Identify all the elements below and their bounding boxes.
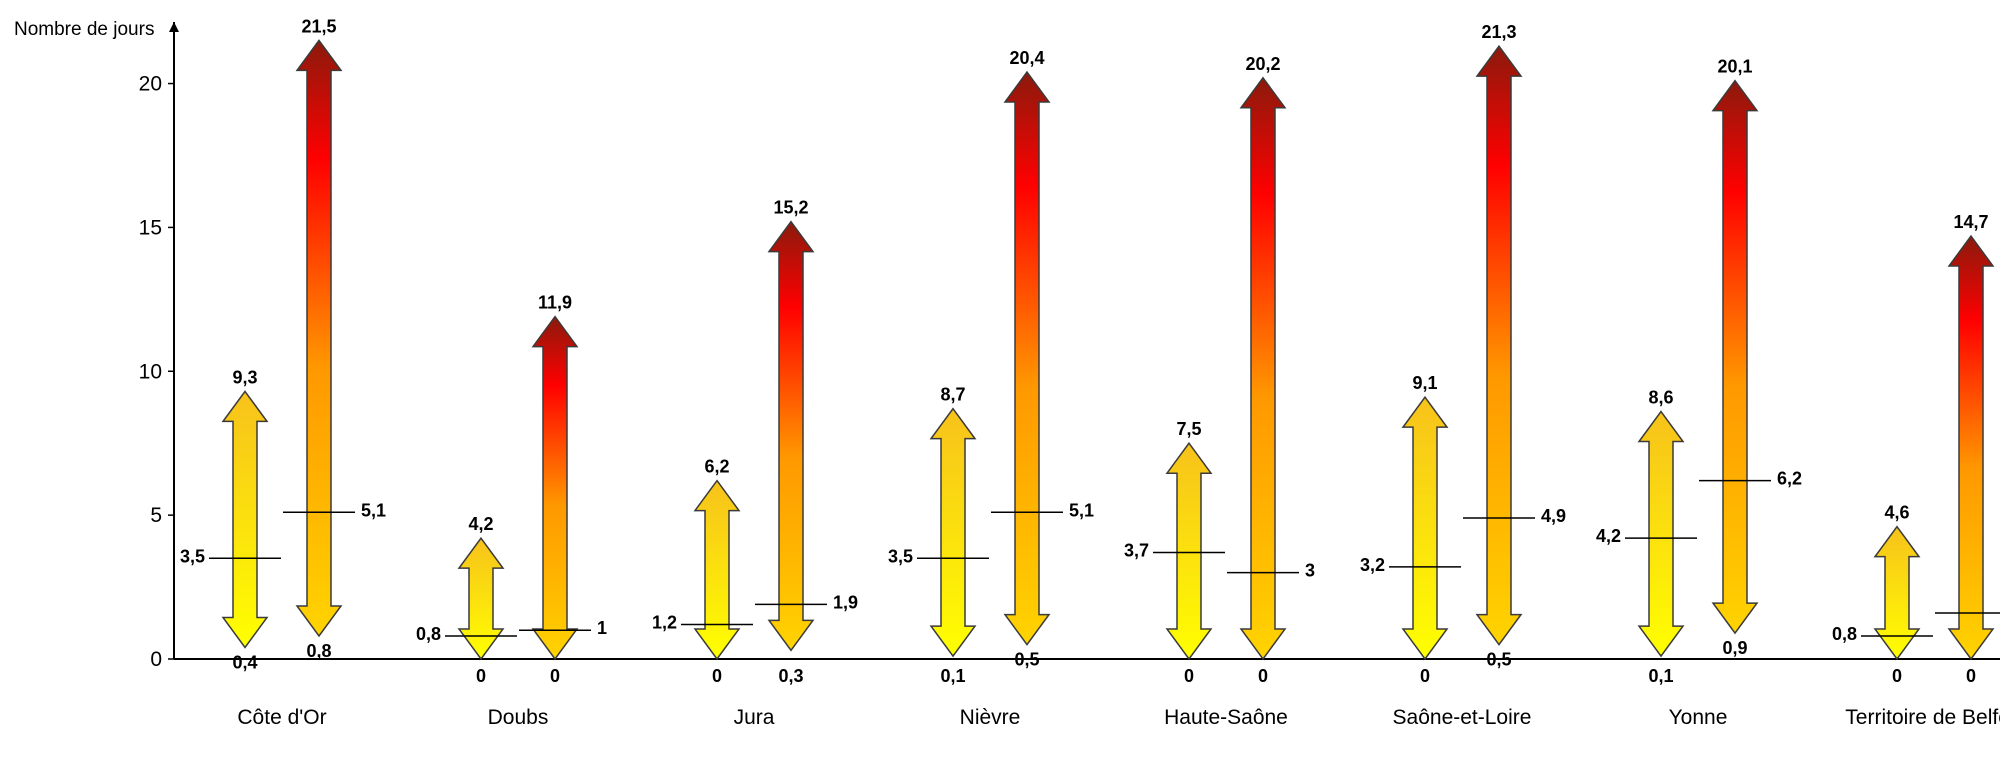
y-tick-label: 20	[139, 73, 162, 96]
min-value-label: 0	[1258, 666, 1268, 686]
bars: 9,3 0,4 3,5 21,5 0,8 5,1 4,2 0 0,8 11,9 0 1 6,2 0 1,2 1…	[180, 16, 2000, 686]
max-value-label: 7,5	[1176, 419, 1201, 439]
min-value-label: 0	[1966, 666, 1976, 686]
range-arrow	[929, 407, 977, 658]
category-label: Haute-Saône	[1164, 706, 1288, 729]
max-value-label: 9,1	[1412, 373, 1437, 393]
max-value-label: 20,1	[1717, 57, 1752, 77]
mid-value-label: 3,5	[180, 546, 205, 566]
mid-value-label: 3,7	[1124, 541, 1149, 561]
min-value-label: 0,4	[232, 652, 257, 672]
mid-value-label: 1,2	[652, 612, 677, 632]
min-value-label: 0,9	[1722, 638, 1747, 658]
category-label: Territoire de Belfort	[1845, 706, 2000, 729]
category-label: Jura	[734, 706, 775, 729]
range-arrow	[531, 315, 579, 661]
max-value-label: 9,3	[232, 367, 257, 387]
mid-value-label: 1	[597, 618, 607, 638]
mid-value-label: 4,2	[1596, 526, 1621, 546]
category-label: Yonne	[1669, 706, 1728, 729]
max-value-label: 20,4	[1009, 48, 1044, 68]
min-value-label: 0,5	[1014, 650, 1039, 670]
min-value-label: 0	[550, 666, 560, 686]
category-label: Nièvre	[960, 706, 1021, 729]
y-tick-label: 0	[150, 648, 162, 671]
min-value-label: 0,5	[1486, 650, 1511, 670]
max-value-label: 8,6	[1648, 388, 1673, 408]
range-arrow	[767, 220, 815, 652]
min-value-label: 0	[1184, 666, 1194, 686]
mid-value-label: 3,5	[888, 546, 913, 566]
mid-value-label: 3	[1305, 561, 1315, 581]
range-arrow	[1947, 234, 1995, 661]
max-value-label: 15,2	[773, 198, 808, 218]
category-label: Côte d'Or	[237, 706, 326, 729]
y-axis-arrow-icon	[169, 22, 179, 32]
y-tick-label: 5	[150, 504, 162, 527]
mid-value-label: 0,8	[1832, 624, 1857, 644]
max-value-label: 14,7	[1953, 212, 1988, 232]
range-arrow	[1165, 441, 1213, 661]
max-value-label: 20,2	[1245, 54, 1280, 74]
min-value-label: 0	[1892, 666, 1902, 686]
mid-value-label: 6,2	[1777, 469, 1802, 489]
range-arrow	[1401, 395, 1449, 661]
min-value-label: 0,8	[306, 641, 331, 661]
min-value-label: 0,3	[778, 666, 803, 686]
category-label: Doubs	[488, 706, 549, 729]
range-arrow	[1239, 76, 1287, 661]
y-axis-label: Nombre de jours	[14, 19, 154, 40]
mid-value-label: 0,8	[416, 624, 441, 644]
mid-value-label: 3,2	[1360, 555, 1385, 575]
mid-value-label: 5,1	[361, 500, 386, 520]
max-value-label: 8,7	[940, 385, 965, 405]
mid-value-label: 1,9	[833, 592, 858, 612]
max-value-label: 21,5	[301, 16, 336, 36]
range-arrow	[221, 390, 269, 649]
y-tick-label: 10	[139, 360, 162, 383]
range-arrow	[1475, 44, 1523, 646]
max-value-label: 11,9	[538, 293, 572, 313]
category-label: Saône-et-Loire	[1393, 706, 1532, 729]
category-labels: Côte d'Or Doubs Jura Nièvre Haute-Saône Saône…	[237, 706, 2000, 729]
range-arrow	[1637, 410, 1685, 658]
min-value-label: 0,1	[940, 666, 965, 686]
range-arrow	[693, 479, 741, 661]
max-value-label: 6,2	[704, 457, 729, 477]
y-ticks: 0 5 10 15 20	[139, 73, 174, 671]
min-value-label: 0,1	[1648, 666, 1673, 686]
range-arrow	[457, 536, 505, 661]
min-value-label: 0	[712, 666, 722, 686]
mid-value-label: 4,9	[1541, 506, 1566, 526]
max-value-label: 4,6	[1884, 503, 1909, 523]
range-arrow	[295, 39, 343, 638]
min-value-label: 0	[1420, 666, 1430, 686]
mid-value-label: 5,1	[1069, 500, 1094, 520]
y-tick-label: 15	[139, 216, 162, 239]
range-arrow	[1873, 525, 1921, 661]
range-arrow	[1711, 79, 1759, 635]
max-value-label: 21,3	[1481, 22, 1516, 42]
range-arrow	[1003, 70, 1051, 646]
max-value-label: 4,2	[468, 514, 493, 534]
min-value-label: 0	[476, 666, 486, 686]
